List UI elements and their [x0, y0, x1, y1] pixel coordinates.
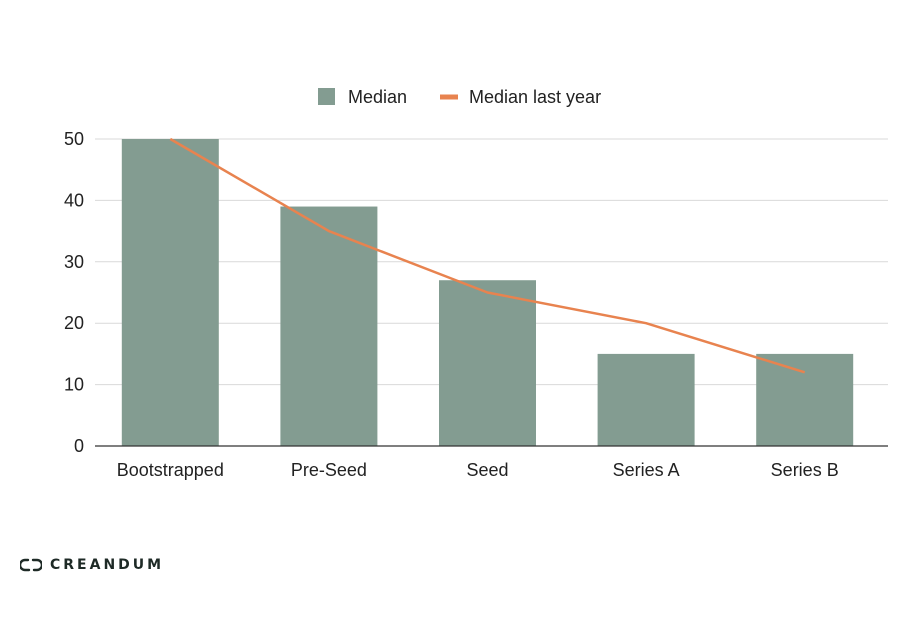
grid [95, 138, 888, 386]
bar [597, 353, 695, 446]
bars [121, 139, 854, 446]
x-tick-label: Series B [771, 460, 839, 480]
bar [756, 353, 854, 446]
x-tick-label: Pre-Seed [291, 460, 367, 480]
brand: CREANDUM [20, 557, 164, 573]
brand-name: CREANDUM [50, 557, 165, 573]
y-tick-label: 0 [74, 436, 84, 456]
legend-swatch-median-last-year [440, 94, 458, 100]
legend-label-median-last-year: Median last year [469, 87, 601, 107]
y-tick-label: 20 [64, 313, 84, 333]
legend-swatch-median [318, 88, 335, 105]
legend-label-median: Median [348, 87, 407, 107]
creandum-logo-icon [20, 558, 42, 572]
y-tick-label: 50 [64, 129, 84, 149]
x-tick-label: Bootstrapped [117, 460, 224, 480]
bar [439, 280, 536, 446]
x-tick-label: Seed [466, 460, 508, 480]
x-tick-label: Series A [613, 460, 680, 480]
legend: Median Median last year [318, 87, 601, 107]
bar [121, 139, 219, 446]
axes: 0 10 20 30 40 50 Bootstrapped Pre-Seed Seed Serie… [64, 129, 888, 480]
y-tick-label: 10 [64, 375, 84, 395]
y-tick-label: 30 [64, 252, 84, 272]
line-series [169, 137, 806, 374]
y-tick-label: 40 [64, 190, 84, 210]
bar [280, 206, 378, 446]
